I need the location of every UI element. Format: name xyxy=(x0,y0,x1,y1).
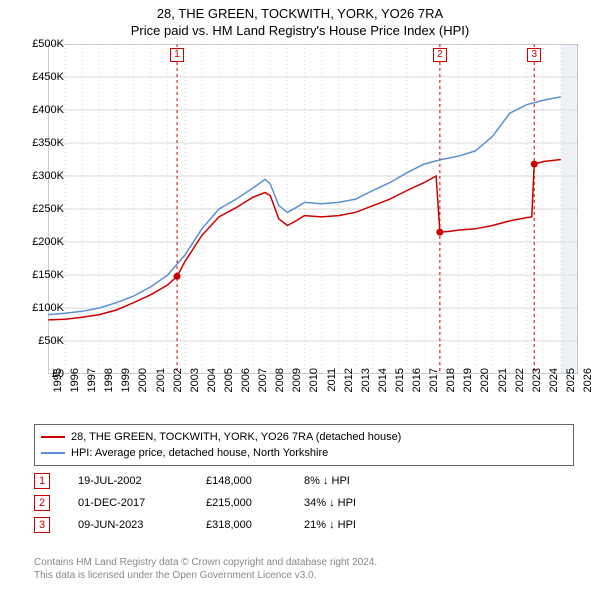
legend-label: 28, THE GREEN, TOCKWITH, YORK, YO26 7RA … xyxy=(71,429,401,445)
event-pct: 34% ↓ HPI xyxy=(304,497,424,509)
x-tick-label: 2012 xyxy=(343,368,355,408)
event-price: £318,000 xyxy=(206,519,276,531)
event-marker: 2 xyxy=(34,495,50,511)
x-tick-label: 2024 xyxy=(548,368,560,408)
footer-line: This data is licensed under the Open Gov… xyxy=(34,569,574,582)
event-marker: 1 xyxy=(34,473,50,489)
x-tick-label: 2014 xyxy=(377,368,389,408)
x-tick-label: 2000 xyxy=(137,368,149,408)
event-row: 3 09-JUN-2023 £318,000 21% ↓ HPI xyxy=(34,514,574,536)
x-tick-label: 2010 xyxy=(308,368,320,408)
footer: Contains HM Land Registry data © Crown c… xyxy=(34,556,574,582)
x-tick-label: 1997 xyxy=(86,368,98,408)
chart-subtitle: Price paid vs. HM Land Registry's House … xyxy=(0,21,600,44)
y-tick-label: £500K xyxy=(20,38,64,50)
event-date: 09-JUN-2023 xyxy=(78,519,178,531)
y-tick-label: £100K xyxy=(20,302,64,314)
chart-area xyxy=(48,44,578,374)
x-tick-label: 2016 xyxy=(411,368,423,408)
chart-marker: 3 xyxy=(527,48,541,62)
x-tick-label: 2015 xyxy=(394,368,406,408)
x-tick-label: 2007 xyxy=(257,368,269,408)
events-table: 1 19-JUL-2002 £148,000 8% ↓ HPI 2 01-DEC… xyxy=(34,470,574,536)
x-tick-label: 2020 xyxy=(479,368,491,408)
x-tick-label: 1998 xyxy=(103,368,115,408)
x-tick-label: 2021 xyxy=(497,368,509,408)
x-tick-label: 2023 xyxy=(531,368,543,408)
y-tick-label: £50K xyxy=(20,335,64,347)
x-tick-label: 2026 xyxy=(582,368,594,408)
event-row: 1 19-JUL-2002 £148,000 8% ↓ HPI xyxy=(34,470,574,492)
footer-line: Contains HM Land Registry data © Crown c… xyxy=(34,556,574,569)
event-pct: 21% ↓ HPI xyxy=(304,519,424,531)
x-tick-label: 2019 xyxy=(462,368,474,408)
y-tick-label: £150K xyxy=(20,269,64,281)
x-tick-label: 2022 xyxy=(514,368,526,408)
legend-swatch xyxy=(41,452,65,454)
event-price: £215,000 xyxy=(206,497,276,509)
legend-swatch xyxy=(41,436,65,438)
x-tick-label: 2011 xyxy=(326,368,338,408)
x-tick-label: 2013 xyxy=(360,368,372,408)
x-tick-label: 2017 xyxy=(428,368,440,408)
x-tick-label: 2003 xyxy=(189,368,201,408)
y-tick-label: £300K xyxy=(20,170,64,182)
y-tick-label: £350K xyxy=(20,137,64,149)
x-tick-label: 1996 xyxy=(69,368,81,408)
x-tick-label: 2005 xyxy=(223,368,235,408)
event-row: 2 01-DEC-2017 £215,000 34% ↓ HPI xyxy=(34,492,574,514)
x-tick-label: 2006 xyxy=(240,368,252,408)
event-date: 01-DEC-2017 xyxy=(78,497,178,509)
y-tick-label: £450K xyxy=(20,71,64,83)
x-tick-label: 1995 xyxy=(52,368,64,408)
event-date: 19-JUL-2002 xyxy=(78,475,178,487)
x-tick-label: 2025 xyxy=(565,368,577,408)
y-tick-label: £250K xyxy=(20,203,64,215)
event-pct: 8% ↓ HPI xyxy=(304,475,424,487)
y-tick-label: £200K xyxy=(20,236,64,248)
legend: 28, THE GREEN, TOCKWITH, YORK, YO26 7RA … xyxy=(34,424,574,466)
x-tick-label: 2001 xyxy=(155,368,167,408)
legend-item: HPI: Average price, detached house, Nort… xyxy=(41,445,567,461)
chart-container: 28, THE GREEN, TOCKWITH, YORK, YO26 7RA … xyxy=(0,0,600,590)
chart-title: 28, THE GREEN, TOCKWITH, YORK, YO26 7RA xyxy=(0,0,600,21)
x-tick-label: 2018 xyxy=(445,368,457,408)
event-price: £148,000 xyxy=(206,475,276,487)
chart-marker: 1 xyxy=(170,48,184,62)
chart-marker: 2 xyxy=(433,48,447,62)
chart-svg xyxy=(48,44,578,374)
x-tick-label: 2008 xyxy=(274,368,286,408)
x-tick-label: 2004 xyxy=(206,368,218,408)
legend-item: 28, THE GREEN, TOCKWITH, YORK, YO26 7RA … xyxy=(41,429,567,445)
event-marker: 3 xyxy=(34,517,50,533)
x-tick-label: 2002 xyxy=(172,368,184,408)
x-tick-label: 2009 xyxy=(291,368,303,408)
x-tick-label: 1999 xyxy=(120,368,132,408)
legend-label: HPI: Average price, detached house, Nort… xyxy=(71,445,328,461)
y-tick-label: £400K xyxy=(20,104,64,116)
